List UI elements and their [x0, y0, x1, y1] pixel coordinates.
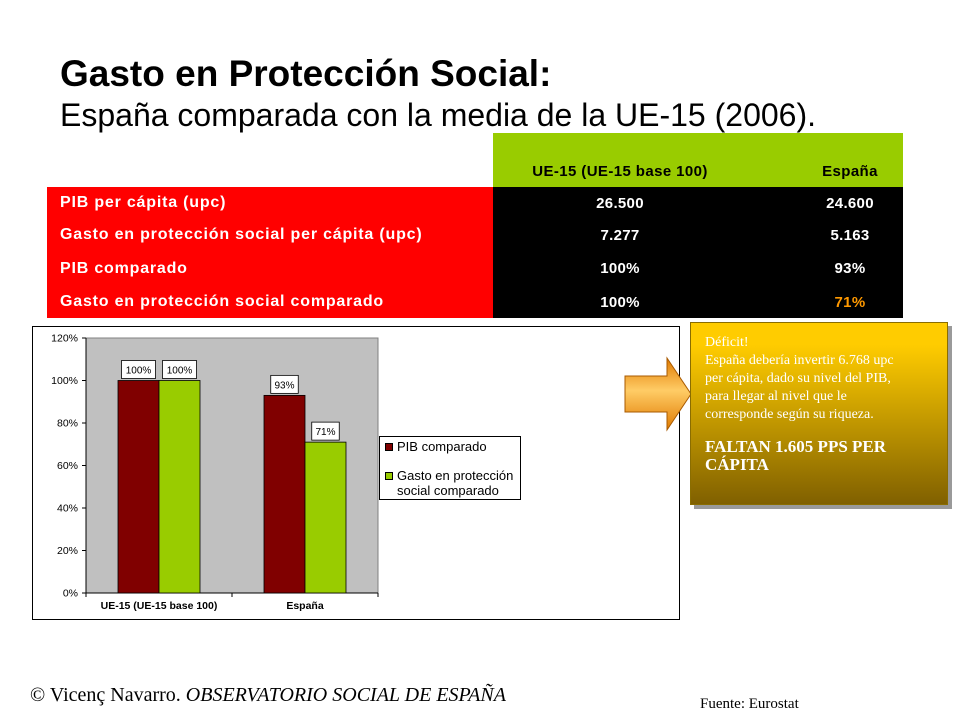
- footer-source: Fuente: Eurostat: [700, 696, 799, 712]
- y-tick-label: 0%: [63, 588, 78, 600]
- footer-organization: OBSERVATORIO SOCIAL DE ESPAÑA: [185, 684, 506, 706]
- table-header-blank: [47, 133, 493, 187]
- table-row: PIB comparado 100% 93%: [47, 251, 903, 286]
- legend-label: Gasto en protección social comparado: [397, 468, 514, 498]
- callout-body-line: per cápita, dado su nivel del PIB,: [705, 371, 891, 386]
- chart-legend: PIB comparado Gasto en protección social…: [379, 436, 521, 500]
- row-label: Gasto en protección social comparado: [47, 286, 493, 318]
- y-tick-label: 40%: [57, 503, 78, 515]
- chart-canvas: 0% 20% 40% 60% 80% 100% 120% 100% 100% UE-15 (UE-…: [32, 326, 680, 620]
- slide-subtitle: España comparada con la media de la UE-1…: [60, 97, 816, 133]
- callout-emphasis-line: FALTAN 1.605 PPS PER: [705, 437, 887, 456]
- arrow-shape: [624, 356, 692, 432]
- column-header-espana: España: [747, 133, 903, 187]
- callout-body-line: para llegar al nivel que le: [705, 389, 847, 404]
- row-label: PIB comparado: [47, 251, 493, 286]
- row-label: PIB per cápita (upc): [47, 187, 493, 219]
- data-label: 100%: [126, 366, 152, 377]
- legend-swatch: [385, 443, 393, 451]
- table-row: Gasto en protección social per cápita (u…: [47, 219, 903, 251]
- slide-title: Gasto en Protección Social:: [60, 53, 552, 94]
- bar-chart: 0% 20% 40% 60% 80% 100% 120% 100% 100% UE-15 (UE-…: [32, 326, 680, 620]
- column-header-ue15: UE-15 (UE-15 base 100): [493, 133, 747, 187]
- category-label: España: [286, 600, 324, 612]
- value-ue15: 26.500: [493, 187, 747, 219]
- value-espana: 24.600: [747, 187, 903, 219]
- data-label-box: [270, 374, 299, 394]
- value-ue15: 7.277: [493, 219, 747, 251]
- data-label-box: [121, 360, 156, 379]
- y-tick-label: 80%: [57, 418, 78, 430]
- value-espana-highlight: 71%: [747, 286, 903, 318]
- y-tick-label: 60%: [57, 460, 78, 472]
- table-row: PIB per cápita (upc) 26.500 24.600: [47, 187, 903, 219]
- data-label-box: [311, 421, 340, 441]
- footer-author: © Vicenç Navarro.: [30, 684, 181, 706]
- data-label: 71%: [315, 427, 335, 438]
- callout-emphasis: FALTAN 1.605 PPS PER CÁPITA: [705, 438, 939, 474]
- table-row: Gasto en protección social comparado 100…: [47, 286, 903, 318]
- callout-heading: Déficit!: [705, 335, 749, 350]
- callout-body-line: España debería invertir 6.768 upc: [705, 353, 894, 368]
- callout-body-line: corresponde según su riqueza.: [705, 407, 874, 422]
- comparison-table: UE-15 (UE-15 base 100) España PIB per cá…: [47, 133, 903, 318]
- bar: [304, 441, 347, 594]
- category-label: UE-15 (UE-15 base 100): [101, 600, 218, 612]
- data-label-box: [162, 360, 197, 379]
- value-espana: 5.163: [747, 219, 903, 251]
- bar: [117, 380, 160, 594]
- value-espana: 93%: [747, 251, 903, 286]
- right-arrow-icon: [624, 356, 692, 432]
- callout-emphasis-line: CÁPITA: [705, 455, 769, 474]
- deficit-callout: Déficit! España debería invertir 6.768 u…: [690, 322, 948, 505]
- data-label: 93%: [274, 380, 294, 391]
- value-ue15: 100%: [493, 251, 747, 286]
- table-header-row: UE-15 (UE-15 base 100) España: [47, 133, 903, 187]
- data-label: 100%: [167, 366, 193, 377]
- footer-credit: © Vicenç Navarro. OBSERVATORIO SOCIAL DE …: [30, 684, 506, 707]
- legend-label: PIB comparado: [397, 439, 487, 454]
- bar: [263, 394, 306, 594]
- legend-swatch: [385, 472, 393, 480]
- y-tick-label: 20%: [57, 545, 78, 557]
- row-label: Gasto en protección social per cápita (u…: [47, 219, 493, 251]
- bar: [158, 380, 201, 594]
- y-tick-label: 120%: [51, 333, 78, 345]
- y-tick-label: 100%: [51, 375, 78, 387]
- value-ue15: 100%: [493, 286, 747, 318]
